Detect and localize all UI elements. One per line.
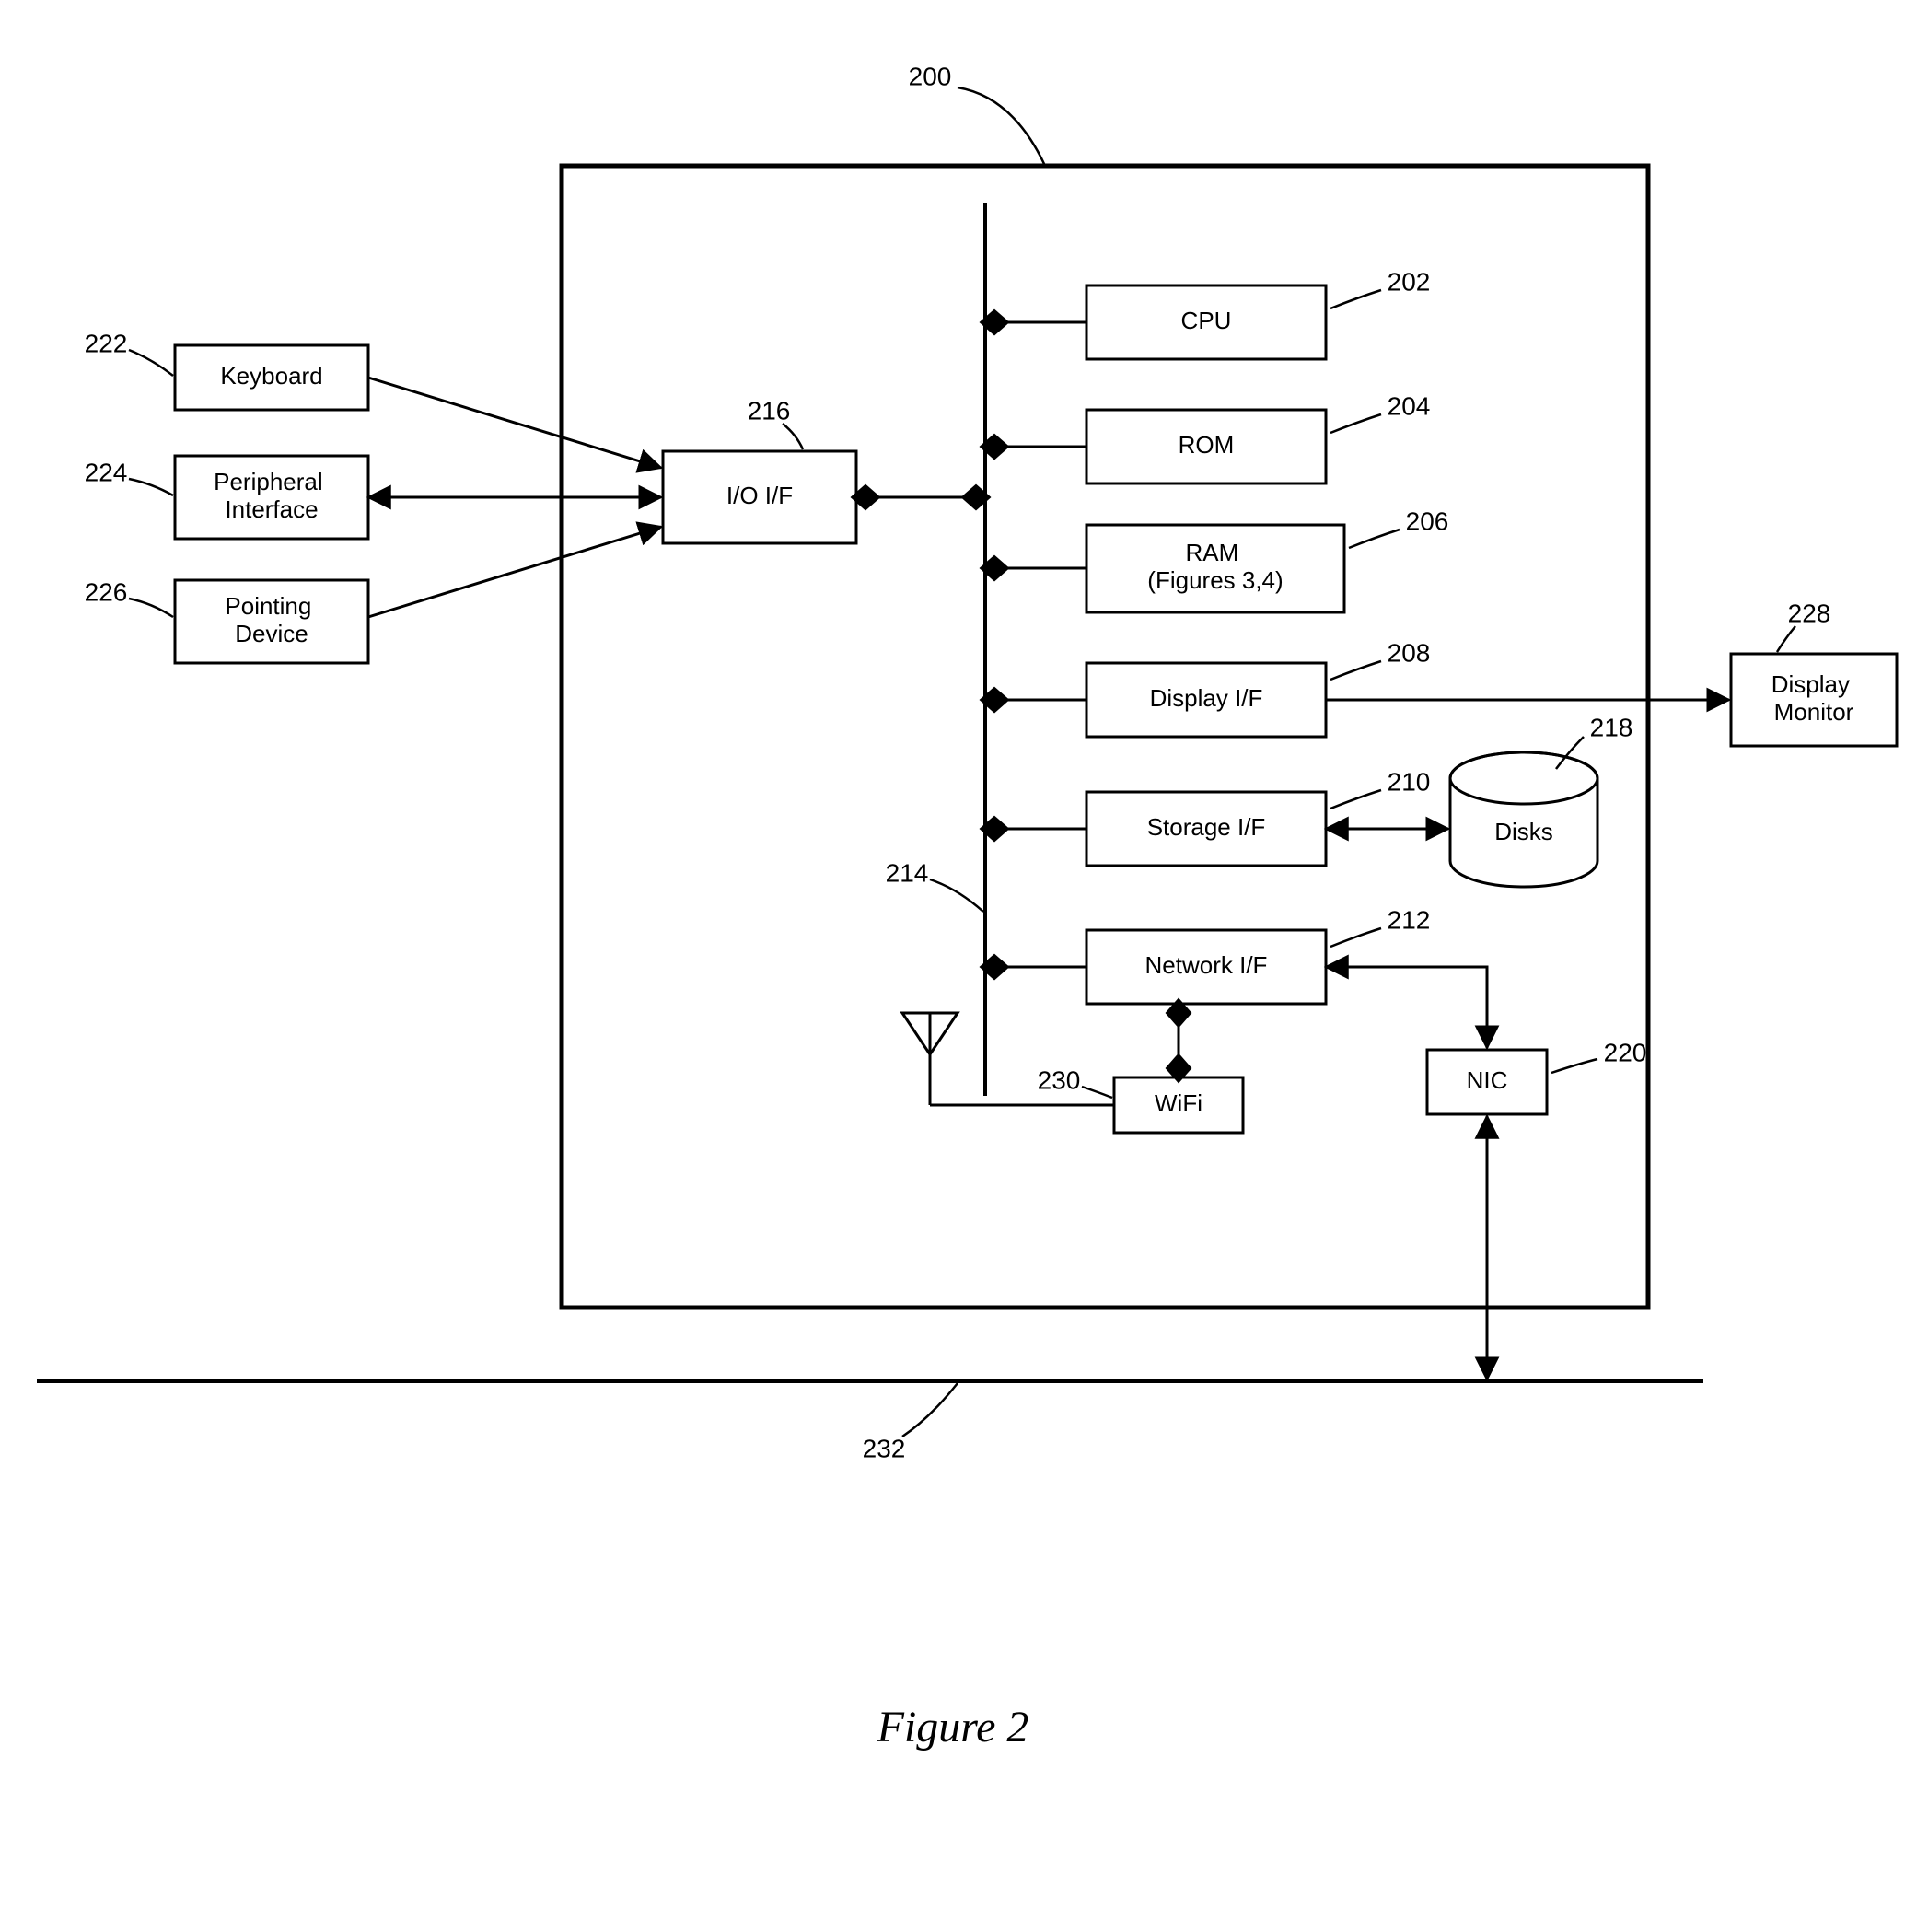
network-if-block: Network I/F	[1086, 930, 1326, 1004]
ref-218: 218	[1590, 713, 1633, 741]
cpu-block: CPU	[1086, 285, 1326, 359]
lead-224	[129, 479, 173, 495]
figure-caption: Figure 2	[877, 1703, 1029, 1752]
peripheral-interface-block: Peripheral Interface	[175, 456, 368, 539]
display-if-block: Display I/F	[1086, 663, 1326, 737]
lead-230	[1082, 1087, 1112, 1098]
system-block-diagram: Keyboard Peripheral Interface Pointing D…	[0, 0, 1905, 1932]
ref-230: 230	[1038, 1065, 1081, 1094]
pointing-device-label: Pointing Device	[225, 592, 318, 647]
edge-pointing-ioif	[368, 527, 661, 617]
keyboard-block: Keyboard	[175, 345, 368, 410]
wifi-block: WiFi	[1114, 1077, 1243, 1133]
display-if-label: Display I/F	[1150, 684, 1263, 712]
ref-212: 212	[1388, 905, 1431, 934]
rom-label: ROM	[1179, 431, 1235, 459]
rom-block: ROM	[1086, 410, 1326, 483]
ref-210: 210	[1388, 767, 1431, 796]
peripheral-interface-label: Peripheral Interface	[214, 468, 330, 523]
ref-204: 204	[1388, 391, 1431, 420]
lead-210	[1330, 790, 1381, 809]
ref-224: 224	[85, 458, 128, 486]
lead-208	[1330, 661, 1381, 680]
lead-204	[1330, 414, 1381, 433]
antenna-icon	[902, 1013, 958, 1105]
display-monitor-label: Display Monitor	[1771, 670, 1856, 726]
disks-cylinder: Disks	[1450, 752, 1597, 887]
ref-208: 208	[1388, 638, 1431, 667]
lead-202	[1330, 290, 1381, 308]
lead-228	[1777, 626, 1795, 652]
storage-if-block: Storage I/F	[1086, 792, 1326, 866]
lead-226	[129, 599, 173, 617]
pointing-device-block: Pointing Device	[175, 580, 368, 663]
lead-232	[902, 1383, 958, 1437]
lead-216	[783, 424, 803, 449]
ref-216: 216	[748, 396, 791, 425]
keyboard-label: Keyboard	[220, 362, 322, 390]
edge-keyboard-ioif	[368, 378, 661, 468]
ref-200: 200	[909, 62, 952, 90]
ref-222: 222	[85, 329, 128, 357]
ref-214: 214	[886, 858, 929, 887]
io-if-label: I/O I/F	[726, 482, 793, 509]
ref-220: 220	[1604, 1038, 1647, 1066]
ref-206: 206	[1406, 506, 1449, 535]
cpu-label: CPU	[1181, 307, 1232, 334]
io-if-block: I/O I/F	[663, 451, 856, 543]
ref-226: 226	[85, 577, 128, 606]
display-monitor-block: Display Monitor	[1731, 654, 1897, 746]
lead-200	[958, 87, 1045, 166]
lead-220	[1551, 1059, 1597, 1073]
ref-202: 202	[1388, 267, 1431, 296]
ref-228: 228	[1788, 599, 1831, 627]
lead-212	[1330, 928, 1381, 947]
lead-206	[1349, 530, 1400, 548]
nic-block: NIC	[1427, 1050, 1547, 1114]
lead-214	[930, 879, 983, 912]
lead-222	[129, 350, 173, 376]
storage-if-label: Storage I/F	[1147, 813, 1266, 841]
nic-label: NIC	[1467, 1066, 1508, 1094]
ram-block: RAM (Figures 3,4)	[1086, 525, 1344, 612]
ref-232: 232	[863, 1434, 906, 1462]
edge-netif-nic	[1326, 967, 1487, 1048]
network-if-label: Network I/F	[1145, 951, 1268, 979]
disks-label: Disks	[1494, 818, 1553, 845]
wifi-label: WiFi	[1155, 1089, 1202, 1117]
